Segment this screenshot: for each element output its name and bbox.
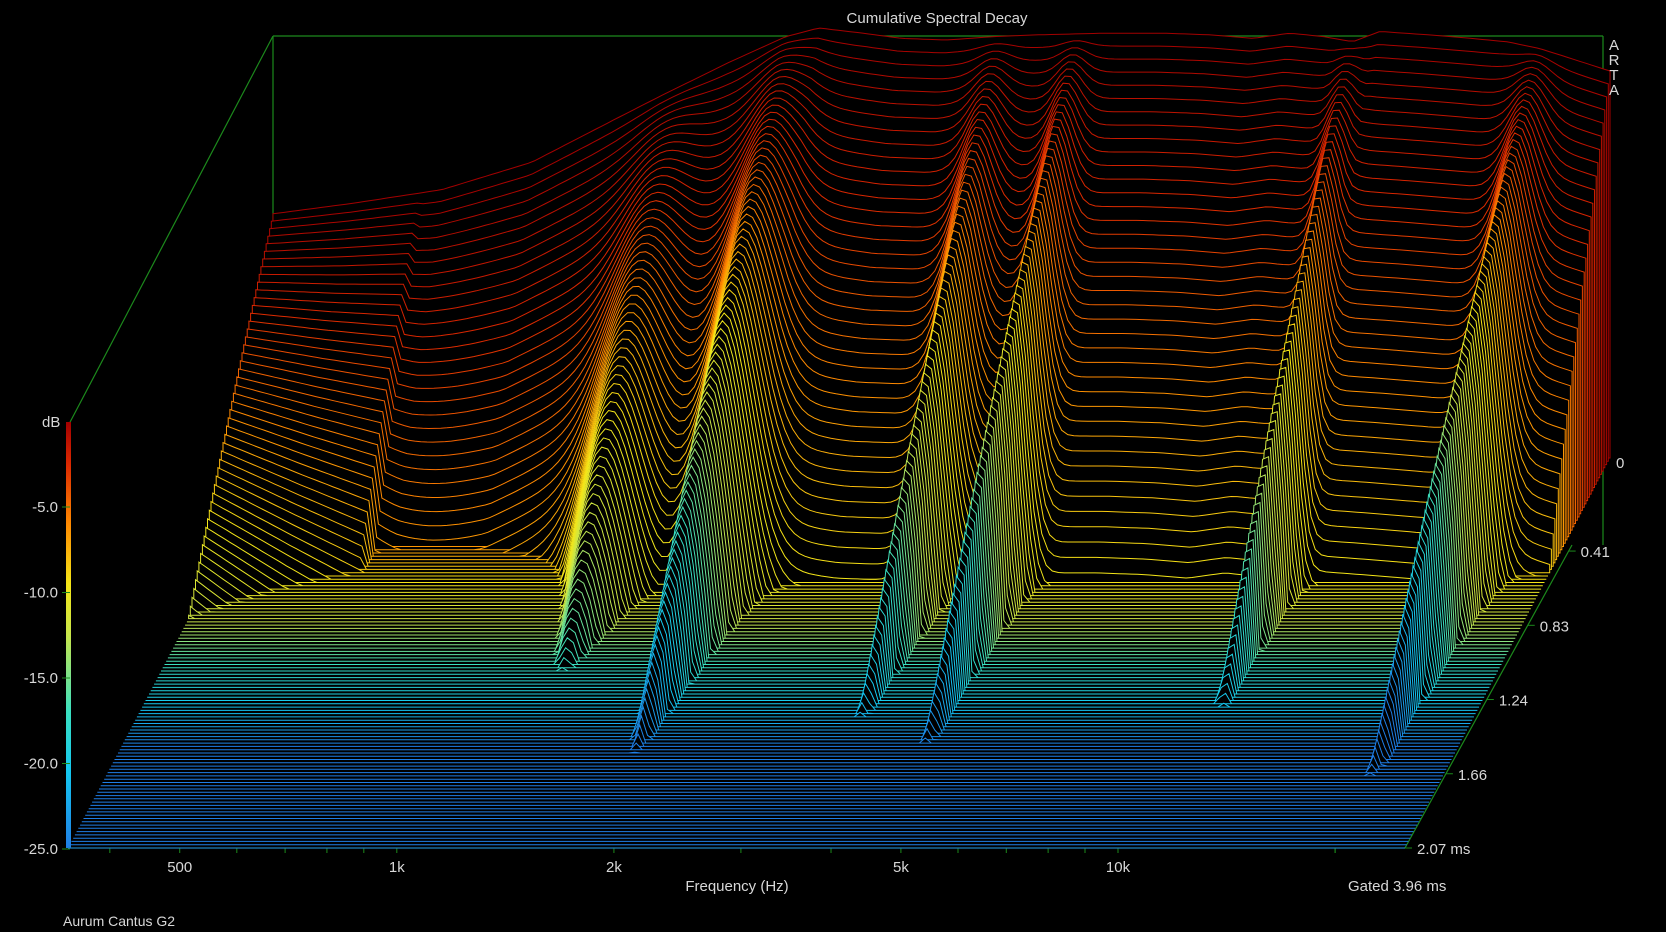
decay-slice bbox=[121, 696, 1459, 747]
decay-slice bbox=[166, 485, 1504, 662]
decay-slice bbox=[118, 713, 1455, 754]
chart-title: Cumulative Spectral Decay bbox=[847, 10, 1028, 27]
decay-slice bbox=[178, 431, 1516, 639]
decay-slice bbox=[161, 508, 1498, 672]
decay-slice bbox=[189, 378, 1528, 616]
decay-slice bbox=[173, 454, 1511, 649]
decay-slice bbox=[167, 477, 1505, 659]
decay-slice bbox=[193, 364, 1531, 610]
decay-slice bbox=[162, 500, 1500, 669]
db-axis-label: dB bbox=[42, 414, 60, 431]
decay-slice bbox=[195, 356, 1533, 606]
db-tick-label: -15.0 bbox=[24, 670, 58, 687]
decay-slice bbox=[123, 688, 1461, 744]
decay-slice bbox=[128, 663, 1466, 734]
decay-slice bbox=[159, 516, 1497, 675]
decay-slice bbox=[188, 386, 1526, 620]
time-axis-ticks: 0.41 0.83 1.24 1.66 2.07 ms bbox=[1405, 544, 1610, 858]
frequency-tick-label: 5k bbox=[893, 859, 909, 876]
decay-slice bbox=[138, 614, 1476, 715]
decay-slice bbox=[150, 556, 1488, 692]
decay-slice bbox=[111, 745, 1449, 767]
decay-slice bbox=[174, 446, 1512, 646]
db-tick-label: -25.0 bbox=[24, 841, 58, 858]
decay-slice bbox=[155, 532, 1493, 682]
decay-slice bbox=[133, 638, 1471, 724]
decay-slice bbox=[112, 736, 1450, 764]
decay-slice bbox=[186, 393, 1524, 623]
decay-slice bbox=[140, 605, 1478, 711]
db-axis: dB -5.0 -10.0 -15.0 -20.0 -25.0 bbox=[24, 414, 71, 858]
frequency-axis-ticks: 500 1k 2k 5k 10k bbox=[109, 848, 1336, 876]
decay-slice bbox=[114, 728, 1452, 760]
decay-slice bbox=[135, 630, 1473, 721]
decay-slice bbox=[126, 671, 1464, 738]
time-tick-label: 2.07 ms bbox=[1417, 841, 1470, 858]
decay-slice bbox=[196, 349, 1535, 603]
x-axis-label: Frequency (Hz) bbox=[685, 878, 788, 895]
decay-slice bbox=[217, 262, 1556, 564]
decay-slice bbox=[119, 704, 1457, 751]
decay-slice bbox=[164, 493, 1502, 665]
time-tick-label: 1.66 bbox=[1458, 767, 1487, 784]
decay-slice bbox=[124, 679, 1462, 741]
time-tick-label: 1.24 bbox=[1499, 693, 1528, 710]
decay-slice bbox=[109, 754, 1447, 770]
db-tick-label: -20.0 bbox=[24, 756, 58, 773]
frequency-tick-label: 1k bbox=[389, 859, 405, 876]
frequency-tick-label: 500 bbox=[167, 859, 192, 876]
waterfall-slices bbox=[68, 27, 1611, 849]
time-axis-line bbox=[1404, 544, 1573, 849]
decay-slice bbox=[145, 579, 1483, 701]
time-tick-label: 0.83 bbox=[1540, 618, 1569, 635]
decay-slice bbox=[152, 548, 1490, 688]
decay-slice bbox=[154, 540, 1492, 685]
device-label: Aurum Cantus G2 bbox=[63, 913, 175, 929]
decay-slice bbox=[176, 439, 1514, 642]
decay-slice bbox=[136, 622, 1474, 718]
decay-slice bbox=[147, 571, 1485, 698]
decay-slice bbox=[142, 597, 1480, 708]
depth-edge-top bbox=[67, 35, 274, 427]
decay-slice bbox=[180, 424, 1517, 636]
db-axis-colorbar bbox=[66, 422, 71, 848]
decay-slice bbox=[181, 416, 1519, 633]
decay-slice bbox=[183, 408, 1521, 629]
decay-slice bbox=[143, 589, 1481, 705]
decay-slice bbox=[149, 563, 1486, 695]
decay-slice bbox=[130, 655, 1467, 731]
decay-slice bbox=[191, 371, 1529, 613]
time-tick-label: 0.41 bbox=[1581, 544, 1610, 561]
decay-slice bbox=[131, 646, 1469, 728]
frequency-tick-label: 2k bbox=[606, 859, 622, 876]
colorbar-zero-label: 0 bbox=[1616, 455, 1624, 472]
decay-slice bbox=[198, 342, 1536, 600]
decay-slice bbox=[105, 772, 1443, 777]
db-tick-label: -5.0 bbox=[32, 499, 58, 516]
db-tick-label: -10.0 bbox=[24, 585, 58, 602]
db-axis-ticks: -5.0 -10.0 -15.0 -20.0 -25.0 bbox=[24, 499, 70, 858]
decay-slice bbox=[116, 719, 1454, 757]
decay-slice bbox=[157, 524, 1495, 679]
decay-slice bbox=[171, 462, 1509, 652]
gated-label: Gated 3.96 ms bbox=[1348, 878, 1446, 895]
decay-slice bbox=[169, 469, 1507, 656]
decay-slice bbox=[185, 401, 1523, 626]
frequency-tick-label: 10k bbox=[1106, 859, 1131, 876]
decay-slice bbox=[107, 763, 1445, 774]
